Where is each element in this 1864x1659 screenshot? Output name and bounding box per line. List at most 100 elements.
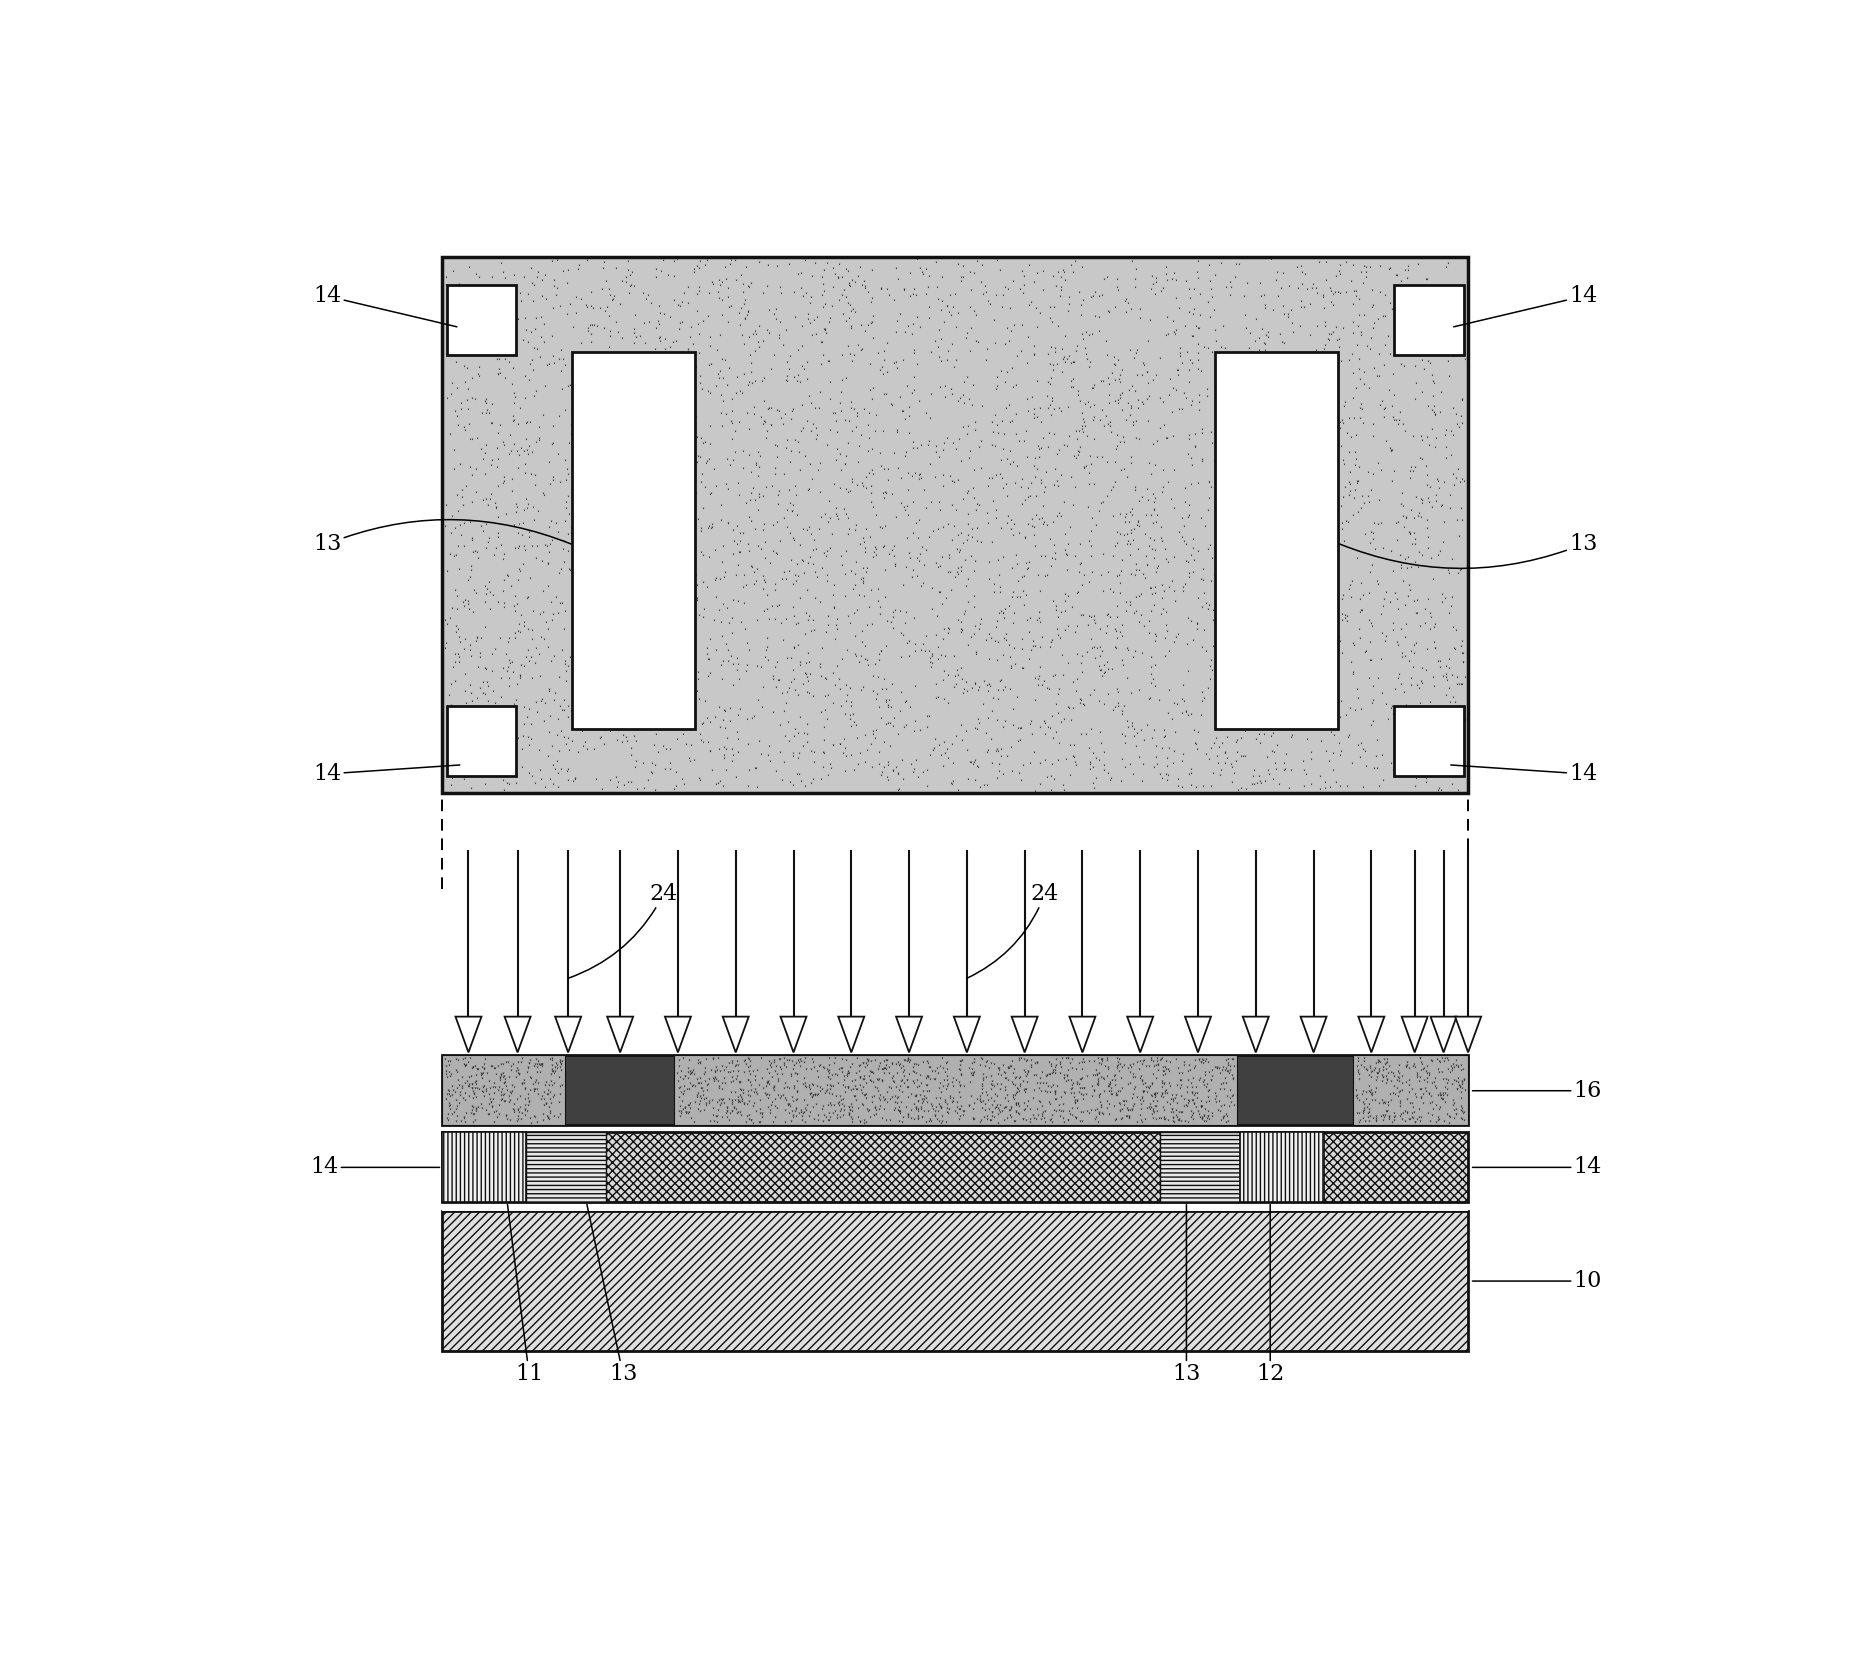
Point (1219, 1045, 1249, 1072)
Point (608, 267, 637, 294)
Point (1396, 672, 1426, 698)
Point (688, 728, 718, 755)
Point (1124, 488, 1154, 514)
Point (1143, 1080, 1172, 1107)
Point (1001, 343, 1031, 370)
Point (759, 1075, 788, 1102)
Point (740, 337, 770, 363)
Point (615, 708, 645, 735)
Point (490, 730, 520, 757)
Point (434, 1093, 464, 1120)
Point (686, 1070, 716, 1097)
Point (1245, 418, 1275, 445)
Point (1016, 637, 1046, 664)
Point (1061, 542, 1090, 569)
Point (539, 644, 569, 670)
Point (1081, 1103, 1111, 1130)
Point (498, 659, 528, 685)
Point (995, 319, 1025, 345)
Point (869, 1087, 898, 1113)
Point (926, 347, 956, 373)
Point (1413, 1052, 1443, 1078)
Point (759, 538, 788, 564)
Point (1172, 1067, 1202, 1093)
Point (813, 1107, 843, 1133)
Point (535, 448, 565, 474)
Point (1117, 496, 1146, 523)
Point (1161, 1082, 1191, 1108)
Point (667, 596, 697, 622)
Point (455, 1063, 485, 1090)
Point (1430, 1048, 1460, 1075)
Point (1187, 1093, 1217, 1120)
Point (1122, 1083, 1152, 1110)
Point (479, 1087, 509, 1113)
Point (887, 765, 917, 791)
Point (449, 592, 479, 619)
Point (738, 393, 768, 420)
Point (1394, 458, 1424, 484)
Point (531, 1092, 561, 1118)
Point (1331, 420, 1361, 446)
Point (1405, 669, 1435, 695)
Point (1042, 503, 1072, 529)
Point (787, 1107, 816, 1133)
Point (1172, 630, 1202, 657)
Point (880, 350, 910, 377)
Point (744, 453, 774, 479)
Point (790, 660, 820, 687)
Point (1448, 1107, 1478, 1133)
Point (472, 655, 501, 682)
Point (876, 609, 906, 635)
Point (695, 413, 725, 440)
Point (1066, 1080, 1096, 1107)
Point (938, 1088, 967, 1115)
Point (815, 1103, 844, 1130)
Point (815, 304, 844, 330)
Point (941, 1067, 971, 1093)
Point (1089, 1078, 1118, 1105)
Point (1035, 304, 1064, 330)
Point (559, 460, 589, 486)
Point (953, 479, 982, 506)
Point (794, 1072, 824, 1098)
Point (1344, 499, 1374, 526)
Point (1007, 466, 1036, 493)
Point (535, 1100, 565, 1126)
Point (477, 657, 507, 684)
Point (1404, 251, 1433, 277)
Point (816, 755, 846, 781)
Point (1428, 1065, 1458, 1092)
Point (1323, 624, 1353, 650)
Point (891, 1093, 921, 1120)
Point (1379, 458, 1409, 484)
Point (1243, 496, 1273, 523)
Point (1033, 433, 1062, 460)
Point (673, 456, 703, 483)
Point (1273, 465, 1303, 491)
Point (1105, 1098, 1135, 1125)
Point (1117, 247, 1146, 274)
Point (1178, 1087, 1208, 1113)
Point (761, 539, 790, 566)
Point (1366, 680, 1396, 707)
Point (934, 299, 964, 325)
Point (762, 397, 792, 423)
Point (1368, 1047, 1398, 1073)
Point (585, 295, 615, 322)
Point (1342, 1057, 1372, 1083)
Point (1396, 453, 1426, 479)
Point (865, 693, 895, 720)
Point (1107, 357, 1137, 383)
Point (1258, 766, 1288, 793)
Point (869, 665, 898, 692)
Point (1148, 474, 1178, 501)
Point (844, 1063, 874, 1090)
Point (660, 577, 690, 604)
Point (759, 1073, 788, 1100)
Point (1221, 352, 1251, 378)
Point (559, 534, 589, 561)
Point (636, 481, 665, 508)
Point (785, 652, 815, 679)
Point (1137, 597, 1167, 624)
